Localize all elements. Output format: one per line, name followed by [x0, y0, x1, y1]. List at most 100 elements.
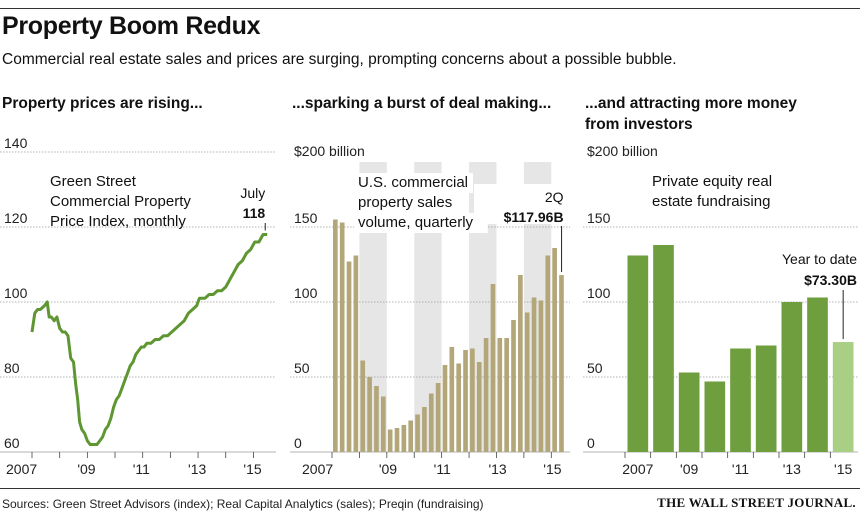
y-tick-label: 100	[4, 285, 28, 301]
chart-title-line: U.S. commercial	[358, 174, 468, 191]
y-tick-label: 150	[587, 210, 611, 226]
bar	[401, 425, 407, 452]
y-tick-label: 0	[587, 435, 595, 451]
bar	[832, 342, 854, 452]
bar	[339, 222, 345, 452]
bar	[470, 348, 475, 452]
bar	[456, 363, 462, 452]
title-backdrop	[354, 213, 488, 233]
y-tick-label: 0	[294, 435, 302, 451]
chart-title-line: estate fundraising	[652, 193, 770, 210]
bar	[559, 275, 564, 452]
annotation-label: Year to date	[782, 251, 857, 267]
bar	[518, 275, 523, 452]
bar	[360, 360, 366, 452]
bar	[449, 347, 455, 452]
panel-2-title: ...sparking a burst of deal making...	[292, 95, 552, 112]
fundraising-chart: 150 100 50 0 $200 billion 2007 '09 '11 '13 '15 Pri…	[583, 143, 859, 477]
x-tick-label: 2007	[302, 461, 333, 477]
brand-logo: THE WALL STREET JOURNAL.	[657, 495, 856, 510]
title-backdrop	[354, 193, 466, 213]
x-tick-label: '15	[243, 461, 261, 477]
bar	[442, 365, 448, 452]
unit-label: $200 billion	[587, 143, 658, 159]
bar	[463, 350, 468, 452]
bar	[380, 396, 386, 452]
bar	[781, 302, 803, 452]
x-tick-label: '13	[783, 461, 801, 477]
page-title: Property Boom Redux	[2, 12, 261, 40]
x-tick-label: '09	[680, 461, 698, 477]
bar	[483, 338, 489, 452]
annotation-value: 118	[243, 205, 266, 221]
bar	[435, 383, 441, 452]
y-tick-label: 50	[294, 360, 310, 376]
bar	[545, 255, 551, 452]
y-tick-label: 100	[294, 285, 318, 301]
x-tick-label: '09	[379, 461, 397, 477]
annotation-label: July	[240, 185, 265, 201]
bar	[422, 407, 427, 452]
bar	[333, 219, 338, 452]
panel-3-title-line-1: ...and attracting more money	[585, 95, 797, 112]
y-tick-label: 150	[294, 210, 318, 226]
bar	[627, 255, 649, 452]
x-tick-label: '11	[133, 461, 150, 477]
bar	[367, 377, 372, 452]
x-tick-label: '11	[732, 461, 749, 477]
bar	[807, 297, 828, 452]
panel-3-title: ...and attracting more money from invest…	[585, 93, 797, 135]
bar	[653, 245, 674, 452]
x-tick-label: '15	[543, 461, 561, 477]
bar	[511, 320, 516, 452]
x-tick-label: '11	[434, 461, 451, 477]
annotation-value: $117.96B	[504, 209, 564, 225]
bar	[387, 429, 393, 452]
top-rule	[0, 8, 860, 9]
bar	[504, 338, 509, 452]
annotation-value: $73.30B	[804, 272, 857, 288]
bar	[408, 420, 414, 452]
y-tick-label: 120	[4, 210, 28, 226]
chart-title-line: Private equity real	[652, 173, 772, 190]
bar	[531, 297, 537, 452]
bar	[346, 261, 352, 452]
bar	[415, 414, 420, 452]
x-tick-label: '13	[488, 461, 506, 477]
bar	[755, 345, 777, 452]
chart-title-line: volume, quarterly	[358, 214, 474, 231]
x-tick-label: 2007	[6, 461, 37, 477]
y-tick-label: 80	[4, 360, 20, 376]
bar	[428, 393, 434, 452]
bar	[374, 386, 379, 452]
panel-1-title: Property prices are rising...	[2, 95, 203, 112]
x-tick-label: '15	[834, 461, 852, 477]
bar	[353, 255, 359, 452]
bar	[476, 362, 482, 452]
chart-title-line: Price Index, monthly	[50, 213, 186, 230]
series-line	[30, 233, 268, 446]
chart-title-line: Green Street	[50, 173, 137, 190]
bar	[524, 312, 530, 452]
bar	[538, 300, 544, 452]
annotation-label: 2Q	[545, 189, 564, 205]
price-index-chart: 140 120 100 80 60 2007 '09 '11 '13 '15 Green Stree…	[0, 135, 276, 477]
chart-title-line: Commercial Property	[50, 193, 191, 210]
sales-volume-chart: 150 100 50 0 $200 billion 2007 '09 '11 '13 '15 U.S…	[290, 143, 570, 477]
x-tick-label: '09	[77, 461, 95, 477]
annotation-backdrop	[773, 248, 859, 292]
chart-title-line: property sales	[358, 194, 452, 211]
y-tick-label: 50	[587, 360, 603, 376]
bar	[394, 428, 400, 452]
x-tick-label: 2007	[622, 461, 653, 477]
annotation-backdrop	[474, 184, 566, 224]
x-tick-label: '13	[188, 461, 206, 477]
bar	[552, 248, 557, 452]
page-subtitle: Commercial real estate sales and prices …	[2, 51, 677, 68]
unit-label: $200 billion	[294, 143, 365, 159]
y-tick-label: 100	[587, 285, 611, 301]
y-tick-label: 140	[4, 135, 28, 151]
y-tick-label: 60	[4, 435, 20, 451]
bar	[678, 372, 700, 452]
bar	[497, 338, 503, 452]
